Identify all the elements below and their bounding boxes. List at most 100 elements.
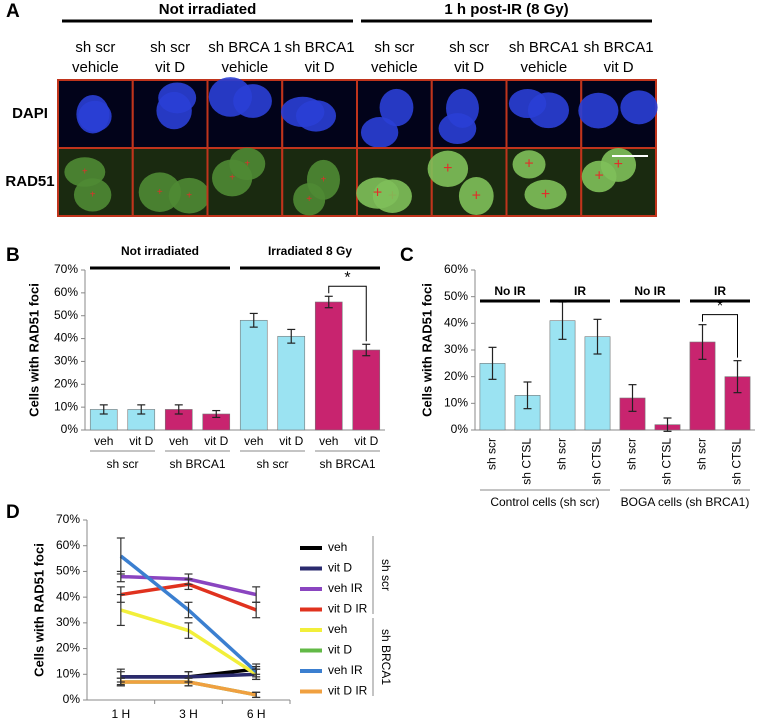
x-tick-label: sh scr bbox=[625, 438, 639, 470]
x-tick-label: vit D bbox=[354, 434, 378, 448]
bar bbox=[314, 301, 343, 431]
y-tick-label: 40% bbox=[54, 331, 78, 345]
y-tick-label: 50% bbox=[54, 308, 78, 322]
column-label: vit D bbox=[155, 59, 185, 76]
x-tick-label: sh CTSL bbox=[520, 438, 534, 485]
column-label: sh scr bbox=[75, 39, 115, 56]
nucleus bbox=[306, 159, 340, 200]
x-tick-label: vit D bbox=[204, 434, 228, 448]
focus-marker: + bbox=[186, 190, 192, 201]
y-axis-label: Cells with RAD51 foci bbox=[31, 543, 46, 677]
y-tick-label: 40% bbox=[444, 316, 468, 330]
y-axis-label: Cells with RAD51 foci bbox=[26, 283, 41, 417]
focus-marker: + bbox=[306, 194, 312, 205]
column-label: sh scr bbox=[449, 39, 489, 56]
nucleus bbox=[512, 150, 546, 179]
y-tick-label: 60% bbox=[444, 262, 468, 276]
legend-group-label: sh BRCA1 bbox=[379, 629, 393, 685]
column-label: sh BRCA1 bbox=[584, 39, 654, 56]
significance-bracket bbox=[328, 285, 367, 342]
nucleus bbox=[360, 117, 399, 148]
y-tick-label: 50% bbox=[444, 289, 468, 303]
focus-marker: + bbox=[614, 156, 623, 173]
y-tick-label: 40% bbox=[56, 589, 80, 603]
x-tick-label: vit D bbox=[129, 434, 153, 448]
significance-mark: * bbox=[344, 270, 350, 287]
x-tick-label: 3 H bbox=[179, 707, 198, 721]
focus-marker: + bbox=[541, 186, 550, 203]
x-tick-label: sh CTSL bbox=[590, 438, 604, 485]
x-tick-label: sh scr bbox=[555, 438, 569, 470]
column-label: sh BRCA1 bbox=[509, 39, 579, 56]
column-label: vit D bbox=[305, 59, 335, 76]
bottom-group-label: sh BRCA1 bbox=[169, 457, 225, 471]
group-header: 1 h post-IR (8 Gy) bbox=[444, 1, 568, 18]
column-label: vit D bbox=[454, 59, 484, 76]
y-tick-label: 10% bbox=[444, 396, 468, 410]
focus-marker: + bbox=[524, 156, 533, 173]
bottom-group-label: Control cells (sh scr) bbox=[490, 495, 599, 509]
nucleus bbox=[295, 100, 337, 132]
nucleus bbox=[578, 92, 619, 129]
y-tick-label: 20% bbox=[54, 376, 78, 390]
top-group-label: IR bbox=[574, 284, 586, 298]
significance-bracket bbox=[702, 314, 738, 358]
x-tick-label: 6 H bbox=[247, 707, 266, 721]
bar bbox=[352, 349, 381, 431]
focus-marker: + bbox=[472, 187, 481, 204]
focus-marker: + bbox=[90, 190, 96, 201]
panel-label: B bbox=[6, 245, 20, 266]
bar bbox=[277, 335, 306, 431]
focus-marker: + bbox=[321, 174, 327, 185]
y-tick-label: 20% bbox=[56, 641, 80, 655]
column-label: sh scr bbox=[150, 39, 190, 56]
top-group-label: No IR bbox=[634, 284, 666, 298]
x-tick-label: veh bbox=[244, 434, 263, 448]
nucleus bbox=[458, 177, 494, 216]
series-line bbox=[120, 608, 258, 676]
bottom-group-label: sh scr bbox=[256, 457, 288, 471]
y-tick-label: 20% bbox=[444, 369, 468, 383]
y-tick-label: 60% bbox=[54, 285, 78, 299]
y-tick-label: 10% bbox=[56, 666, 80, 680]
top-group-label: IR bbox=[714, 284, 726, 298]
row-label: DAPI bbox=[12, 105, 48, 122]
y-tick-label: 30% bbox=[54, 354, 78, 368]
column-label: sh BRCA 1 bbox=[208, 39, 281, 56]
nucleus bbox=[508, 88, 547, 119]
nucleus bbox=[208, 77, 253, 117]
column-label: vehicle bbox=[371, 59, 418, 76]
focus-marker: + bbox=[443, 160, 452, 177]
nucleus bbox=[168, 177, 210, 214]
y-tick-label: 0% bbox=[63, 692, 81, 706]
top-group-label: No IR bbox=[494, 284, 526, 298]
x-tick-label: sh CTSL bbox=[730, 438, 744, 485]
significance-mark: * bbox=[717, 298, 723, 315]
group-header: Not irradiated bbox=[159, 1, 257, 18]
focus-marker: + bbox=[244, 159, 250, 170]
legend-label: vit D IR bbox=[328, 684, 368, 698]
nucleus bbox=[427, 150, 469, 188]
legend-label: vit D IR bbox=[328, 602, 368, 616]
bar bbox=[239, 319, 268, 431]
legend-label: vit D bbox=[328, 643, 352, 657]
nucleus bbox=[438, 113, 477, 145]
nucleus bbox=[620, 90, 658, 125]
x-tick-label: sh scr bbox=[485, 438, 499, 470]
nucleus bbox=[356, 177, 399, 209]
legend-label: vit D bbox=[328, 561, 352, 575]
panel-label: C bbox=[400, 245, 414, 266]
legend-group-label: sh scr bbox=[379, 559, 393, 591]
row-label: RAD51 bbox=[5, 173, 54, 190]
column-label: vit D bbox=[604, 59, 634, 76]
column-label: vehicle bbox=[521, 59, 568, 76]
column-label: sh BRCA1 bbox=[285, 39, 355, 56]
legend-label: veh bbox=[328, 540, 347, 554]
y-tick-label: 70% bbox=[56, 512, 80, 526]
y-tick-label: 30% bbox=[444, 342, 468, 356]
panel-label: A bbox=[6, 1, 20, 22]
nucleus bbox=[158, 82, 197, 114]
x-tick-label: veh bbox=[94, 434, 113, 448]
column-label: vehicle bbox=[222, 59, 269, 76]
